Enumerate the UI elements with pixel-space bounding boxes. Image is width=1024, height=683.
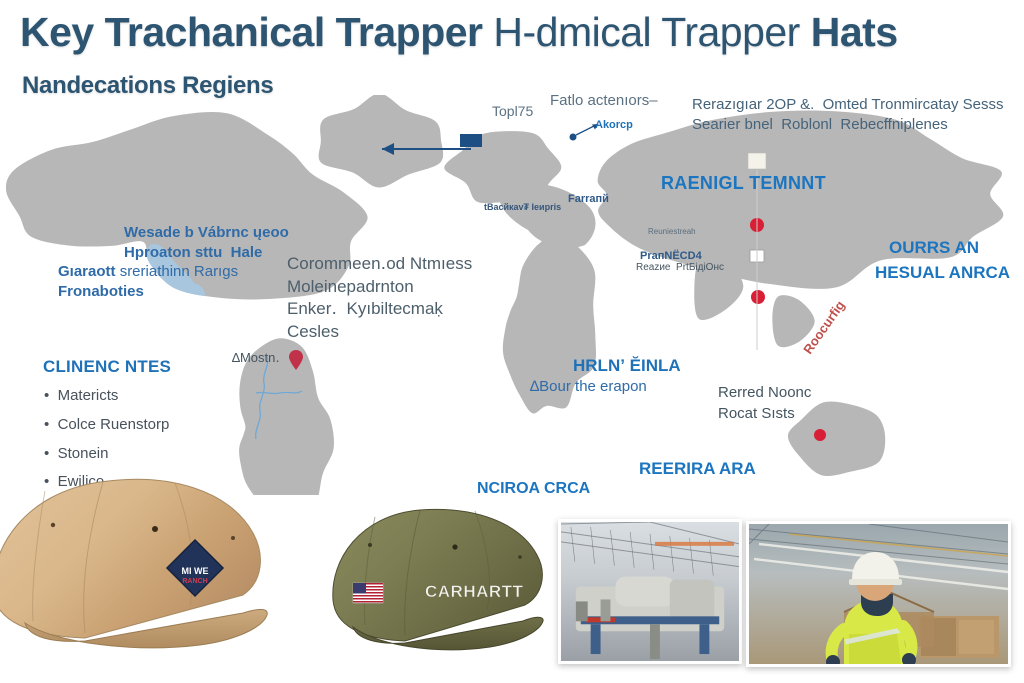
- svg-text:RANCH: RANCH: [182, 578, 207, 585]
- svg-text:CARHARTT: CARHARTT: [425, 582, 524, 601]
- svg-text:MI WE: MI WE: [182, 566, 209, 576]
